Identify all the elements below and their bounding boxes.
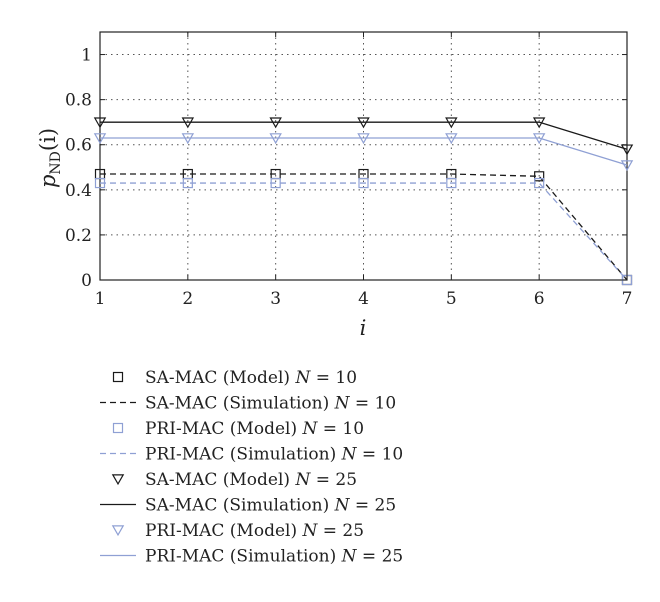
series-3 [100, 182, 628, 281]
x-tick-label: 5 [446, 289, 457, 309]
legend-label: SA-MAC (Model) N = 10 [145, 368, 357, 388]
legend-label: SA-MAC (Simulation) N = 10 [145, 394, 396, 414]
x-tick-label: 6 [534, 289, 545, 309]
legend-label: PRI-MAC (Model) N = 25 [145, 521, 364, 541]
y-tick-label: 0.2 [65, 226, 92, 246]
series-line [100, 173, 628, 281]
series-line [100, 182, 628, 281]
x-tick-label: 3 [270, 289, 281, 309]
series-1 [100, 173, 628, 281]
y-tick-label: 0.8 [65, 91, 92, 111]
x-tick-label: 7 [622, 289, 633, 309]
legend-label: SA-MAC (Simulation) N = 25 [145, 496, 396, 516]
legend-swatch [111, 525, 125, 537]
series-line [100, 137, 628, 166]
y-tick-label: 0.4 [65, 181, 92, 201]
legend-label: SA-MAC (Model) N = 25 [145, 470, 357, 490]
legend-swatch [111, 474, 125, 486]
legend-item: PRI-MAC (Model) N = 10 [112, 419, 364, 439]
legend-label: PRI-MAC (Simulation) N = 10 [145, 445, 403, 465]
y-axis-label: pND(i) [36, 128, 64, 188]
legend-item: PRI-MAC (Simulation) N = 10 [100, 445, 403, 465]
y-tick-label: 0.6 [65, 136, 92, 156]
legend-item: PRI-MAC (Simulation) N = 25 [100, 547, 403, 567]
x-tick-label: 4 [358, 289, 369, 309]
grid [100, 32, 627, 280]
series-line [100, 121, 628, 150]
y-tick-label: 0 [81, 271, 92, 291]
series-5 [100, 121, 628, 150]
legend-item: PRI-MAC (Model) N = 25 [111, 521, 364, 541]
data-point [358, 177, 369, 189]
legend-label: PRI-MAC (Model) N = 10 [145, 419, 364, 439]
axis-ticks: 1 2 3 4 5 6 7 0 0.2 0.4 0.6 0.8 1 [65, 32, 632, 309]
data-point [620, 160, 634, 172]
legend: SA-MAC (Model) N = 10 SA-MAC (Simulation)… [100, 368, 403, 567]
legend-item: SA-MAC (Simulation) N = 25 [100, 496, 396, 516]
legend-swatch [112, 422, 124, 434]
x-axis-label: i [360, 316, 367, 340]
legend-item: SA-MAC (Simulation) N = 10 [100, 394, 396, 414]
legend-label: PRI-MAC (Simulation) N = 25 [145, 547, 403, 567]
legend-item: SA-MAC (Model) N = 10 [112, 368, 357, 388]
plot-frame [99, 31, 628, 281]
x-tick-label: 1 [95, 289, 106, 309]
y-tick-label: 1 [81, 46, 92, 66]
series-layer [93, 117, 634, 286]
legend-swatch [112, 371, 124, 383]
x-tick-label: 2 [182, 289, 193, 309]
series-7 [100, 137, 628, 166]
legend-item: SA-MAC (Model) N = 25 [111, 470, 357, 490]
